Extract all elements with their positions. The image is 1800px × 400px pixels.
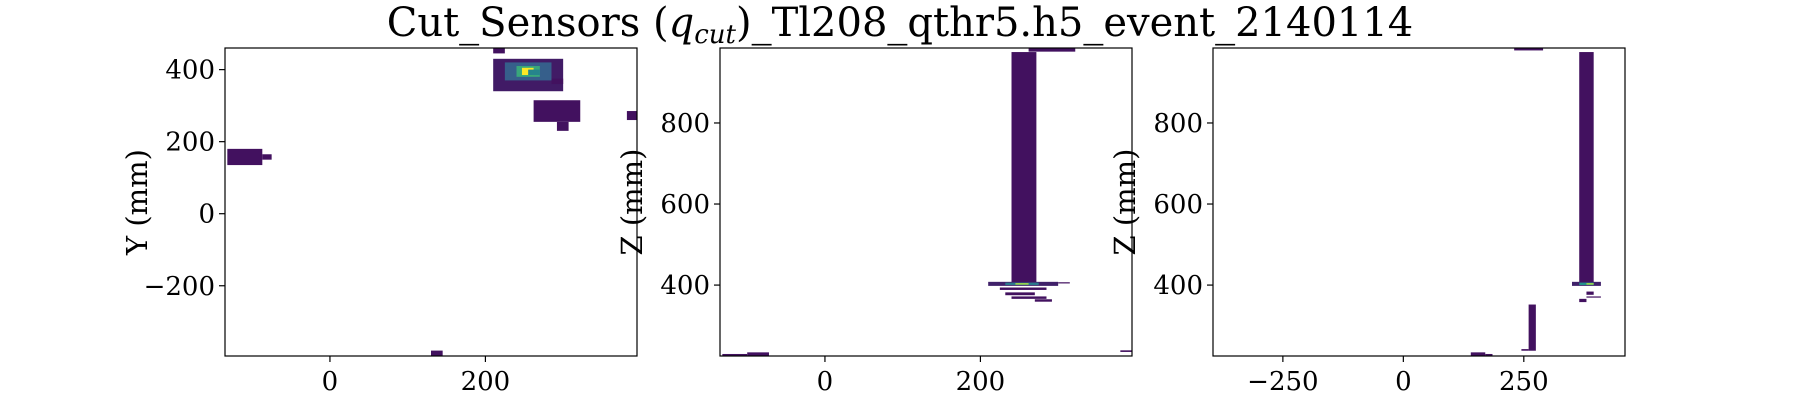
- heatmap-cell: [1120, 350, 1132, 352]
- y-tick-label: 600: [1153, 190, 1203, 220]
- heatmap-cell: [1586, 283, 1594, 285]
- heatmap-cells: [722, 48, 1132, 356]
- heatmap-cell: [1485, 353, 1493, 356]
- heatmap-cell: [1579, 282, 1594, 286]
- heatmap-cell: [1005, 292, 1035, 296]
- x-tick-label: 200: [461, 367, 511, 397]
- y-tick-label: 400: [660, 271, 710, 301]
- plot-frame: [224, 47, 638, 357]
- heatmap-cell: [493, 48, 505, 54]
- x-tick-label: 0: [1395, 367, 1412, 397]
- heatmap-cell: [1470, 352, 1486, 356]
- heatmap-cell: [1528, 304, 1536, 351]
- heatmap-cell: [227, 148, 263, 166]
- x-tick-label: 0: [322, 367, 339, 397]
- heatmap-cells: [227, 48, 637, 356]
- heatmap-cell: [1586, 296, 1601, 298]
- heatmap-cell: [1521, 349, 1529, 351]
- heatmap-cell: [626, 111, 637, 121]
- yz-panel: −250 0 250 800 600 400 Z (mm): [1108, 47, 1626, 397]
- heatmap-cell: [1011, 52, 1037, 284]
- heatmap-cells: [1470, 48, 1601, 356]
- heatmap-cell: [1011, 296, 1047, 299]
- heatmap-cell: [533, 100, 581, 122]
- x-tick-label: −250: [1247, 367, 1318, 397]
- heatmap-cell: [1586, 291, 1594, 295]
- heatmap-cell: [1015, 283, 1029, 285]
- y-axis-label: Z (mm): [1108, 149, 1142, 256]
- heatmap-cell: [262, 154, 272, 160]
- heatmap-cell: [521, 67, 534, 76]
- xy-panel: 0 200 400 200 0 −200 Y (mm): [120, 47, 638, 397]
- heatmap-cell: [1058, 282, 1070, 284]
- heatmap-cell: [1579, 52, 1594, 284]
- plot-frame: [1212, 47, 1626, 357]
- heatmap-cell: [1028, 48, 1076, 52]
- heatmap-cell: [1514, 48, 1544, 51]
- x-tick-label: 200: [956, 367, 1006, 397]
- heatmap-cell: [556, 121, 569, 131]
- y-tick-label: 0: [198, 200, 215, 230]
- xz-panel: 0 200 800 600 400 Z (mm): [615, 47, 1133, 397]
- heatmap-cell: [551, 78, 564, 85]
- y-tick-label: −200: [144, 272, 215, 302]
- heatmap-cell: [747, 352, 769, 356]
- heatmap-cell: [1579, 298, 1587, 303]
- plot-frame: [719, 47, 1133, 357]
- heatmap-cell: [1034, 299, 1052, 302]
- y-tick-label: 400: [1153, 271, 1203, 301]
- y-tick-label: 600: [660, 190, 710, 220]
- y-tick-label: 800: [1153, 109, 1203, 139]
- y-tick-label: 400: [165, 56, 215, 86]
- y-tick-label: 200: [165, 128, 215, 158]
- x-tick-label: 250: [1499, 367, 1549, 397]
- figure-title: Cut_Sensors (qcut)_Tl208_qthr5.h5_event_…: [387, 0, 1414, 50]
- heatmap-cell: [722, 353, 748, 356]
- y-axis-label: Y (mm): [120, 149, 154, 256]
- y-tick-label: 800: [660, 109, 710, 139]
- heatmap-cell: [431, 350, 443, 356]
- heatmap-cell: [999, 287, 1047, 290]
- heatmap-cell: [528, 69, 540, 76]
- x-tick-label: 0: [817, 367, 834, 397]
- y-axis-label: Z (mm): [615, 149, 649, 256]
